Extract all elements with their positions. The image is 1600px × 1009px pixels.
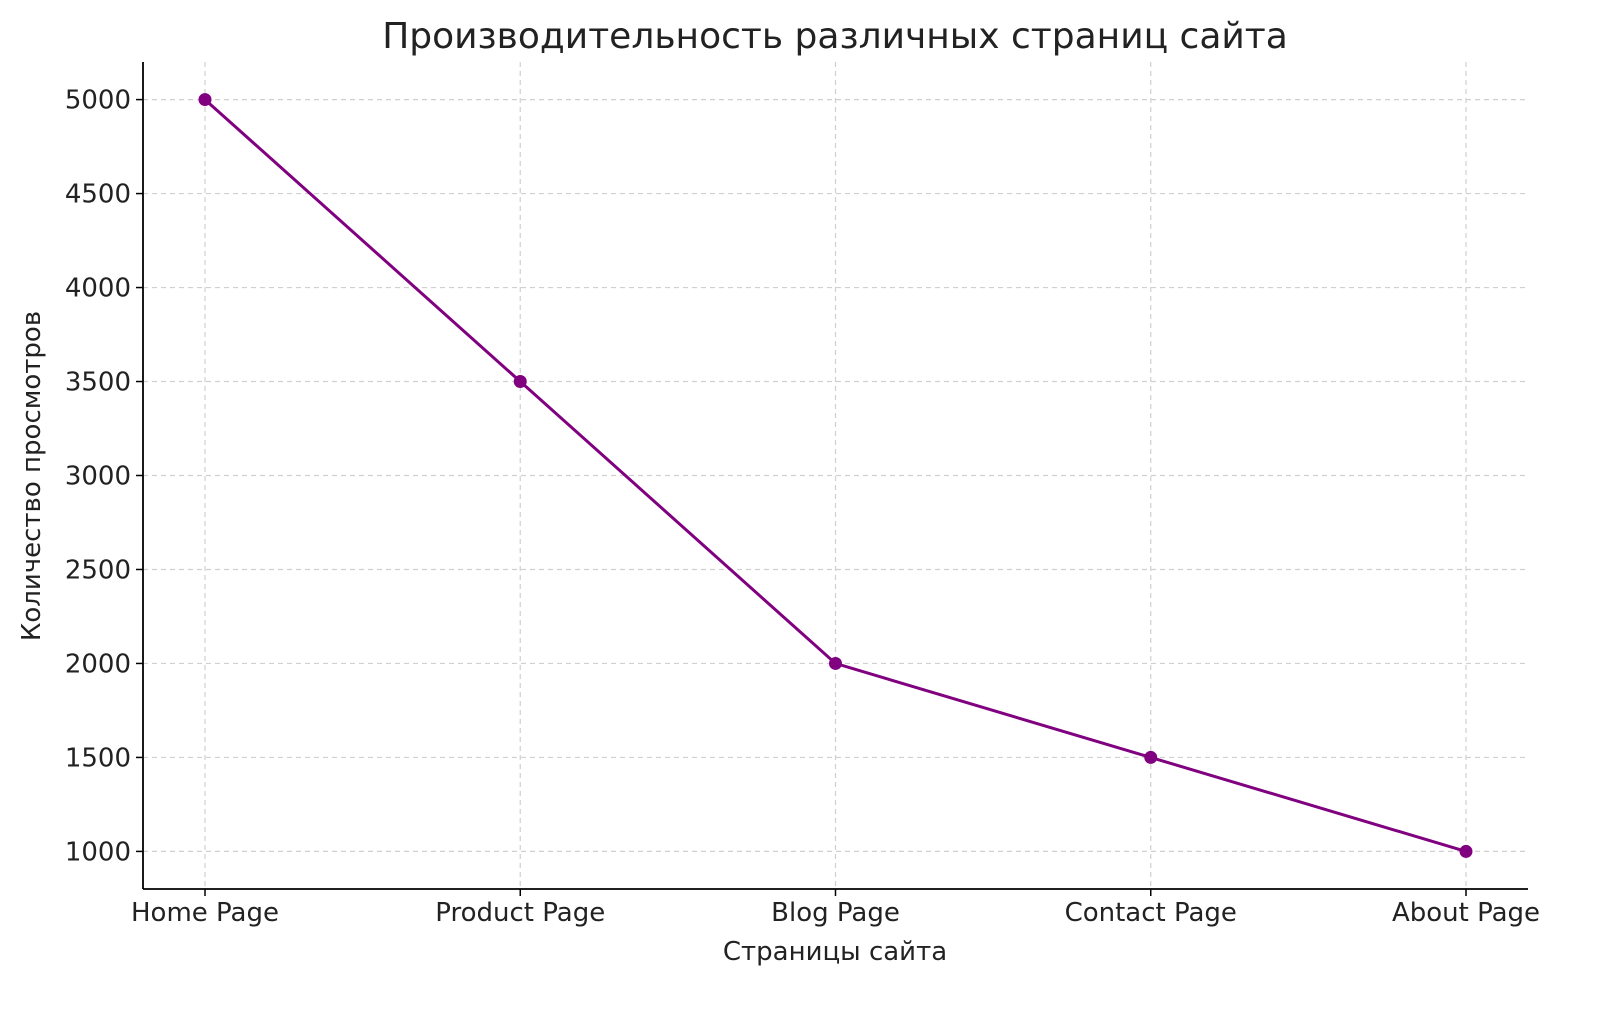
x-ticks: Home Page Product Page Blog Page Contact Pa… — [131, 889, 1540, 928]
y-tick-label: 5000 — [65, 86, 131, 116]
data-point — [1144, 750, 1158, 764]
y-tick-label: 3000 — [65, 462, 131, 492]
y-ticks: 1000 1500 2000 2500 3000 3500 4000 4500 5000 — [65, 86, 143, 867]
x-axis-label: Страницы сайта — [723, 937, 947, 967]
data-point — [513, 375, 527, 389]
series-line — [198, 93, 1473, 858]
x-tick-label: Contact Page — [1065, 898, 1237, 928]
y-tick-label: 2500 — [65, 555, 131, 585]
x-tick-label: About Page — [1392, 898, 1540, 928]
y-tick-label: 1500 — [65, 743, 131, 773]
y-tick-label: 4000 — [65, 274, 131, 304]
y-tick-label: 2000 — [65, 649, 131, 679]
x-tick-label: Blog Page — [771, 898, 900, 928]
y-axis-label: Количество просмотров — [17, 311, 47, 641]
grid — [143, 62, 1528, 889]
chart-title: Производительность различных страниц сай… — [382, 16, 1288, 57]
y-tick-label: 1000 — [65, 837, 131, 867]
x-tick-label: Product Page — [435, 898, 605, 928]
y-tick-label: 4500 — [65, 180, 131, 210]
data-point — [1459, 844, 1473, 858]
data-point — [829, 656, 842, 670]
y-tick-label: 3500 — [65, 368, 131, 398]
data-point — [198, 93, 212, 107]
x-tick-label: Home Page — [131, 898, 279, 928]
